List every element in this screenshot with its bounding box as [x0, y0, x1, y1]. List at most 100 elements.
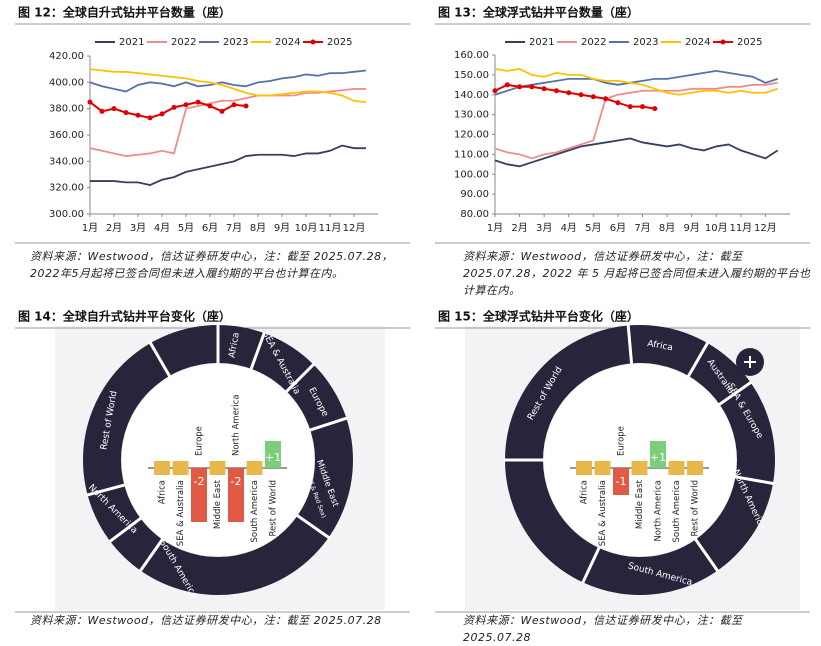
- ring-separator: [138, 537, 165, 573]
- bar: [576, 461, 592, 475]
- ring-separator: [734, 475, 775, 486]
- bar: [172, 461, 189, 475]
- category-label: Europe: [195, 426, 205, 456]
- value-label: +1: [650, 451, 666, 464]
- point: [541, 86, 547, 92]
- x-tick-label: 9月: [683, 222, 699, 234]
- value-label: -2: [231, 475, 242, 488]
- point: [603, 96, 609, 102]
- point: [195, 99, 201, 105]
- x-tick-label: 1月: [82, 222, 98, 234]
- ring-separator: [626, 324, 634, 365]
- x-tick-label: 6月: [610, 222, 626, 234]
- point: [566, 90, 572, 96]
- bar: [594, 461, 611, 475]
- x-tick-label: 4月: [154, 222, 170, 234]
- y-tick-label: 320.00: [49, 183, 84, 194]
- plus-icon: [744, 356, 756, 368]
- x-tick-label: 2月: [511, 222, 527, 234]
- x-tick-label: 8月: [250, 222, 266, 234]
- point: [123, 110, 129, 116]
- ring-separator: [86, 483, 126, 497]
- point: [529, 84, 535, 90]
- ring-inner: [544, 364, 736, 556]
- series-line: [494, 67, 778, 96]
- bar: [631, 461, 648, 475]
- ring-separator: [693, 537, 720, 573]
- legend-label: 2024: [685, 37, 710, 48]
- bar: [246, 461, 263, 475]
- x-tick-label: 12月: [343, 222, 366, 234]
- category-label: Africa: [158, 480, 168, 504]
- point: [590, 94, 596, 100]
- ring-separator: [686, 341, 710, 378]
- point: [87, 99, 93, 105]
- y-tick-label: 420.00: [49, 51, 84, 62]
- x-tick-label: 9月: [274, 222, 290, 234]
- category-label: Africa: [580, 480, 590, 504]
- y-tick-label: 140.00: [454, 90, 489, 101]
- legend-label: 2022: [171, 37, 196, 48]
- x-tick-label: 10月: [705, 222, 728, 234]
- bar: [613, 468, 629, 495]
- legend-label: 2021: [119, 37, 144, 48]
- point: [171, 104, 177, 110]
- x-tick-label: 8月: [659, 222, 675, 234]
- point: [492, 88, 498, 94]
- y-tick-label: 160.00: [454, 50, 489, 61]
- point: [219, 108, 225, 114]
- point: [615, 100, 621, 106]
- point: [99, 108, 105, 114]
- point: [652, 106, 658, 112]
- category-label: North America: [654, 480, 664, 542]
- source-note: 资料来源：Westwood，信达证券研发中心，注：截至 2025.07.28: [463, 614, 743, 644]
- category-label: North America: [232, 394, 242, 456]
- bar: [650, 441, 666, 468]
- point: [578, 92, 584, 98]
- y-tick-label: 340.00: [49, 156, 84, 167]
- legend-label: 2021: [529, 37, 554, 48]
- ring-label: Africa: [647, 339, 674, 353]
- source-note: 资料来源：Westwood，信达证券研发中心，注：截至 2025.07.28: [30, 614, 382, 627]
- series-line: [89, 68, 367, 103]
- ring-separator: [108, 516, 143, 544]
- x-tick-label: 3月: [536, 222, 552, 234]
- source-note: 资料来源：Westwood，信达证券研发中心，注：截至 2025.07.28，2…: [463, 250, 811, 297]
- bar: [209, 461, 226, 475]
- legend-label: 2023: [223, 37, 248, 48]
- bar: [228, 468, 244, 522]
- series-line: [89, 69, 367, 93]
- category-label: SEA & Australia: [598, 480, 608, 546]
- ring-inner: [122, 364, 314, 556]
- y-tick-label: 110.00: [454, 149, 489, 160]
- ring-label: Africa: [227, 332, 241, 359]
- point: [231, 102, 237, 108]
- bar: [687, 461, 703, 475]
- x-tick-label: 11月: [729, 222, 752, 234]
- series-line: [494, 81, 778, 160]
- point: [111, 106, 117, 112]
- point: [183, 102, 189, 108]
- figure-title: 图 12：全球自升式钻井平台数量（座）: [18, 5, 231, 20]
- legend-label: 2023: [633, 37, 658, 48]
- x-tick-label: 12月: [754, 222, 777, 234]
- ring-separator: [308, 416, 348, 432]
- ring-separator: [249, 331, 266, 371]
- point: [243, 103, 249, 109]
- value-label: -1: [616, 475, 627, 488]
- legend-marker: [310, 39, 316, 45]
- y-tick-label: 360.00: [49, 130, 84, 141]
- x-tick-label: 1月: [487, 222, 503, 234]
- value-label: +1: [265, 451, 281, 464]
- point: [627, 104, 633, 110]
- y-tick-label: 130.00: [454, 110, 489, 121]
- category-label: South America: [672, 480, 682, 542]
- bar: [154, 461, 170, 475]
- category-label: South America: [250, 480, 260, 542]
- category-label: Rest of World: [691, 480, 701, 536]
- ring-separator: [717, 380, 753, 407]
- bar: [668, 461, 685, 475]
- ring-separator: [148, 341, 172, 378]
